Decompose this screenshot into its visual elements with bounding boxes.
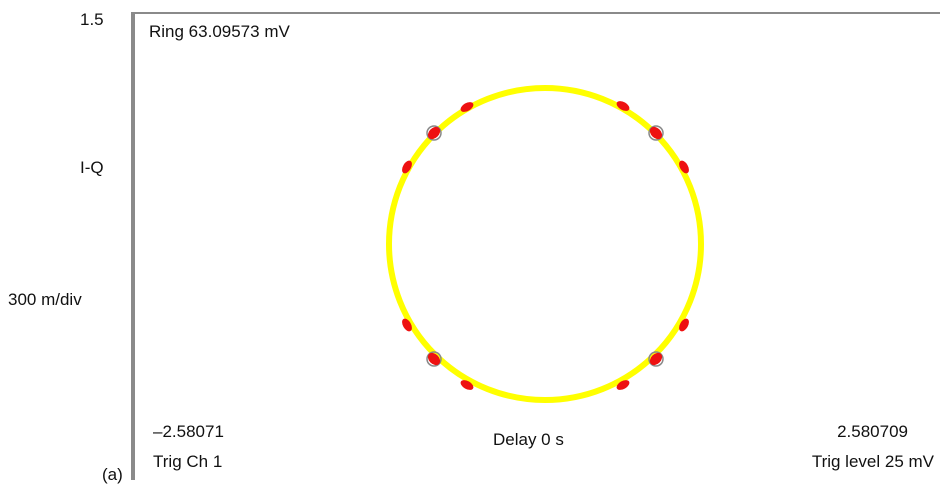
scale-label: 300 m/div: [8, 290, 82, 309]
scope-screen: Ring 63.09573 mV –2.58071 Trig Ch 1 Dela…: [131, 12, 940, 480]
point: [427, 352, 441, 366]
point: [679, 160, 689, 174]
ring: [386, 85, 704, 403]
figure-label: (a): [102, 465, 123, 484]
ring-readout: Ring 63.09573 mV: [149, 22, 290, 41]
x-max-label: 2.580709: [837, 422, 908, 441]
point: [402, 318, 412, 332]
markers: [426, 125, 664, 367]
delay-readout: Delay 0 s: [493, 430, 564, 449]
marker: [648, 351, 664, 367]
point: [460, 380, 474, 390]
point: [649, 126, 663, 140]
trigger-level: Trig level 25 mV: [811, 452, 934, 471]
red-points: [402, 101, 689, 390]
marker: [426, 125, 442, 141]
marker: [648, 125, 664, 141]
iq-plot: [386, 85, 704, 403]
mode-label: I-Q: [80, 158, 104, 177]
point: [616, 380, 630, 390]
marker: [426, 351, 442, 367]
point: [679, 318, 689, 332]
point: [460, 102, 474, 112]
point: [402, 160, 412, 174]
y-top-label: 1.5: [80, 10, 104, 29]
point: [649, 352, 663, 366]
point: [616, 101, 630, 111]
trigger-channel: Trig Ch 1: [153, 452, 223, 471]
x-min-label: –2.58071: [153, 422, 224, 441]
point: [427, 126, 441, 140]
